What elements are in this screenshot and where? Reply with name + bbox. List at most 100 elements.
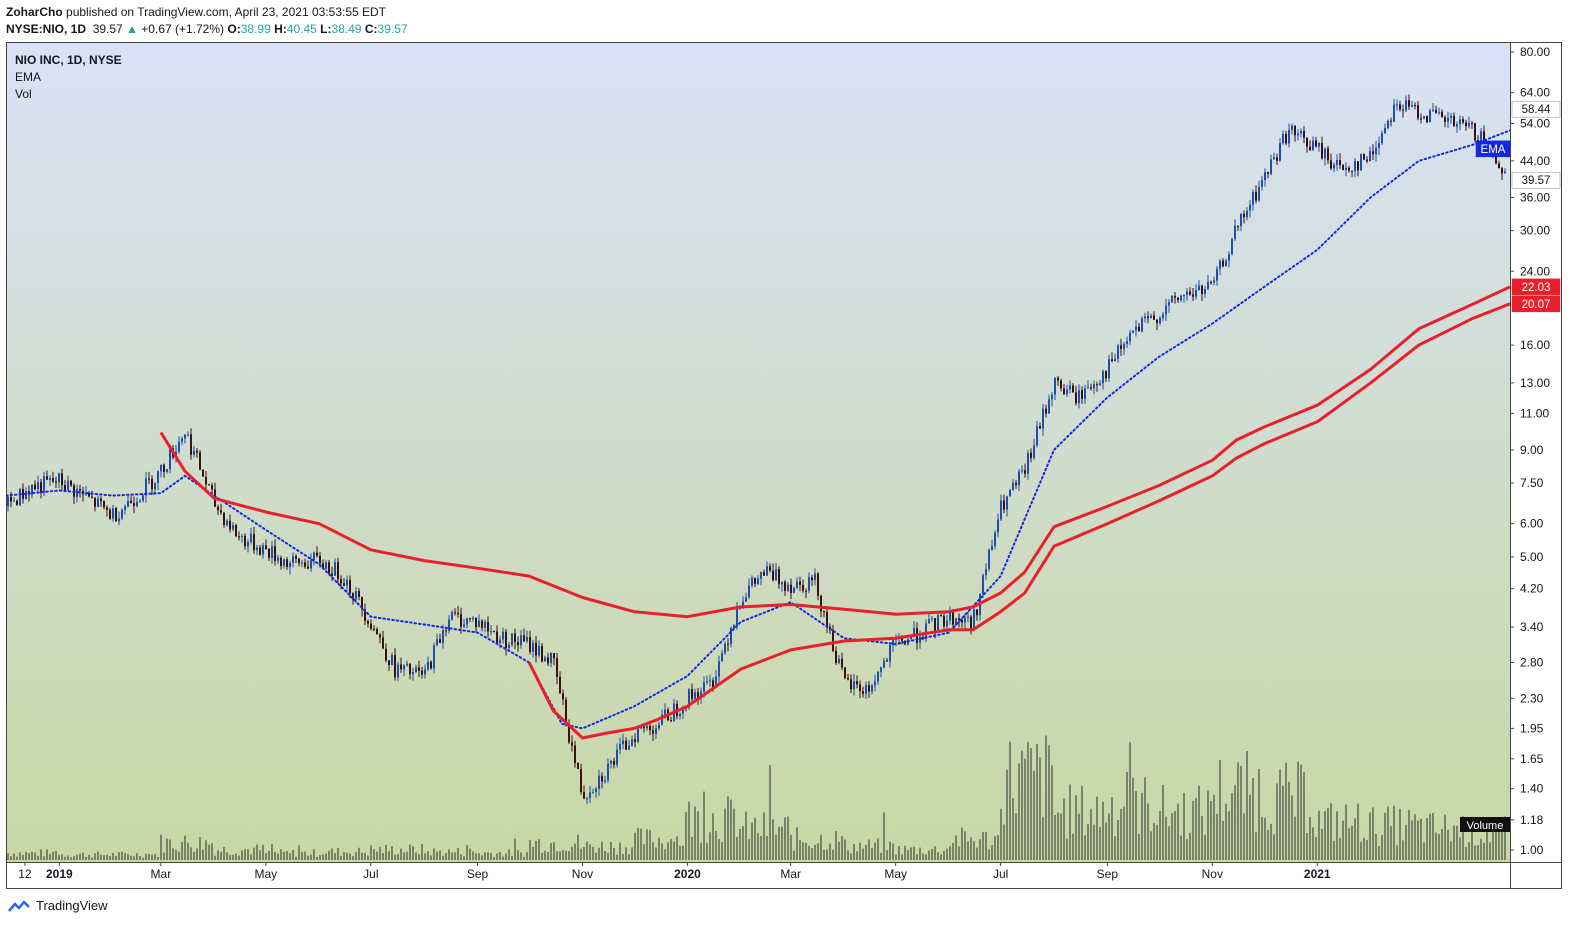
volume-bars [7,735,1506,860]
candle-body [409,663,411,675]
x-tick-label: Nov [572,867,593,881]
candle-body [1498,163,1500,169]
legend-ema[interactable]: EMA [15,70,41,84]
candle-body [238,536,240,538]
candle-body [118,518,120,522]
candle-body [1078,390,1080,404]
candle-body [1414,104,1416,106]
candle-body [1258,186,1260,201]
candle-body [250,533,252,542]
candle-body [784,581,786,591]
candle-body [517,641,519,646]
candle-body [331,573,333,576]
candle-body [463,624,465,627]
candle-body [1219,260,1221,269]
author-name[interactable]: ZoharCho [6,5,63,19]
candle-body [124,506,126,510]
candle-body [67,480,69,491]
candle-body [190,434,192,455]
high-label: H: [274,22,287,36]
low-value: 38.49 [331,22,362,36]
candle-body [541,645,543,662]
price-chart[interactable]: 80.00 64.00 54.00 44.00 36.00 30.00 24.00 16.00… [5,42,1562,889]
candle-body [1450,115,1452,118]
candle-body [889,645,891,662]
candle-body [625,740,627,750]
candle-body [661,714,663,725]
volume-label-box: Volume [1460,817,1510,832]
candle-body [814,573,816,581]
candle-body [133,503,135,507]
candle-body [1222,260,1224,267]
candle-body [220,510,222,513]
candle-body [286,559,288,568]
candle-body [892,639,894,646]
candle-body [25,491,27,499]
candle-body [493,631,495,633]
candle-body [232,524,234,530]
candle-body [874,681,876,686]
candle-body [379,634,381,638]
candle-body [262,545,264,555]
candle-body [1381,133,1383,144]
candle-body [40,482,42,493]
candle-body [613,760,615,765]
candle-body [451,612,453,620]
candle-body [553,652,555,659]
candle-body [502,631,504,640]
legend-vol[interactable]: Vol [15,87,32,101]
candle-body [631,739,633,746]
candle-body [877,671,879,682]
time-axis[interactable]: 12 2019 Mar May Jul Sep Nov 2020 Mar May Jul Sep Nov… [18,862,1331,881]
legend-symbol[interactable]: NIO INC, 1D, NYSE [15,53,122,67]
candle-body [1339,160,1341,166]
candle-body [598,775,600,789]
candle-body [154,482,156,490]
candle-body [1501,168,1503,174]
candle-body [991,546,993,550]
candle-body [1306,137,1308,147]
chart-panel[interactable]: 80.00 64.00 54.00 44.00 36.00 30.00 24.00 16.00… [5,42,1562,889]
price-axis[interactable]: 80.00 64.00 54.00 44.00 36.00 30.00 24.00 16.00… [1510,45,1550,857]
candle-body [1282,133,1284,144]
candle-body [610,760,612,764]
candle-body [130,500,132,504]
candle-body [616,749,618,765]
candle-body [589,792,591,799]
candle-body [931,618,933,620]
candle-body [1363,154,1365,160]
candle-body [343,583,345,586]
candle-body [1270,159,1272,174]
candle-body [679,713,681,717]
candle-body [109,509,111,519]
candle-body [838,658,840,663]
candle-body [790,584,792,594]
candle-body [886,660,888,662]
candle-body [532,642,534,652]
candle-body [1354,161,1356,172]
candle-body [454,612,456,614]
candle-body [1261,180,1263,187]
candle-body [601,775,603,782]
candle-body [187,434,189,436]
candle-body [1240,213,1242,226]
candle-body [1453,115,1455,127]
candle-body [310,560,312,569]
candle-body [523,635,525,642]
candle-body [415,667,417,673]
y-tick-label: 7.50 [1520,476,1544,490]
candle-body [385,648,387,661]
footer-brand: TradingView [8,898,108,913]
candle-body [1390,120,1392,122]
candle-body [91,496,93,498]
candle-body [748,585,750,598]
candle-body [7,496,9,507]
candle-body [1318,142,1320,147]
chart-background [6,42,1510,862]
candle-body [1393,104,1395,122]
y-tick-label: 1.40 [1520,782,1544,796]
candle-body [13,500,15,502]
candle-body [139,500,141,502]
candle-body [196,450,198,453]
footer-brand-text[interactable]: TradingView [36,898,108,913]
